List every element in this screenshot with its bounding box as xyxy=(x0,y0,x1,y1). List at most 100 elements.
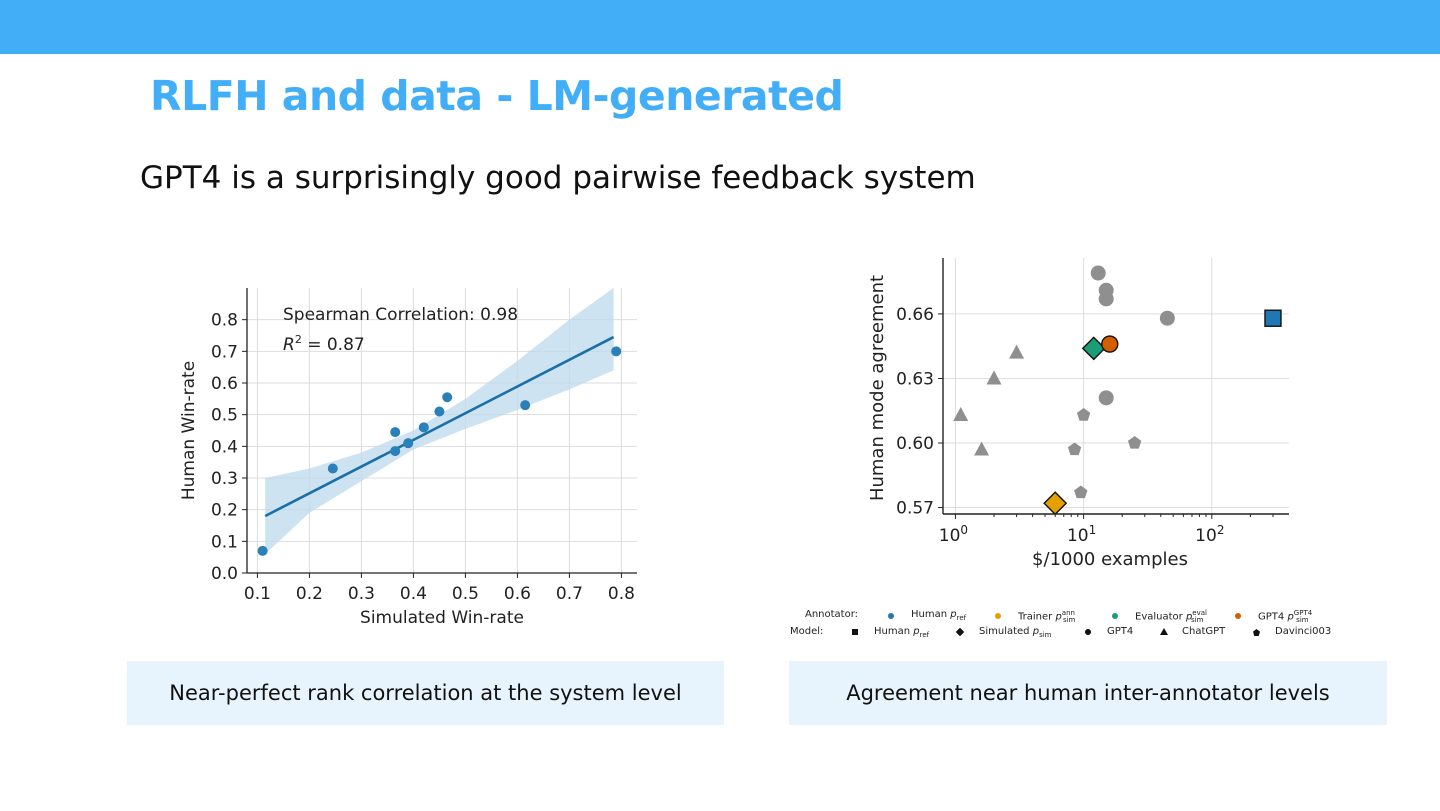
legend-model-item: ChatGPT xyxy=(1182,626,1225,637)
data-point-davinci003 xyxy=(1076,408,1091,421)
y-tick-label: 0.63 xyxy=(896,369,934,389)
data-point-gpt4 xyxy=(1098,390,1114,406)
legend-annotator-item: Trainer pannsim xyxy=(1018,609,1075,624)
x-tick-label: 0.7 xyxy=(556,584,583,604)
data-point-gpt4 xyxy=(1098,291,1114,307)
legend-subscript: ref xyxy=(956,614,967,622)
legend-annotator-item: GPT4 pGPT4sim xyxy=(1258,609,1312,625)
y-tick-label: 0.8 xyxy=(211,311,238,331)
legend-subscript: sim xyxy=(1190,616,1204,625)
legend-model-marker-triangle xyxy=(1160,628,1168,635)
regression-line xyxy=(264,335,615,518)
legend-annotator-title: Annotator: xyxy=(805,609,859,620)
x-tick-label: 0.1 xyxy=(244,584,271,604)
data-point xyxy=(327,463,338,474)
legend-model-marker-circle xyxy=(1085,629,1091,635)
spearman-annotation: Spearman Correlation: 0.98 xyxy=(283,305,518,325)
legend-annotator-dot xyxy=(995,613,1001,619)
x-tick-label: 0.2 xyxy=(296,584,323,604)
legend-p-symbol: p xyxy=(950,609,957,620)
r-exponent: 2 xyxy=(295,333,302,346)
data-point-chatgpt xyxy=(974,441,990,456)
chart-legend: Annotator: Human pref Trainer pannsim Evalu… xyxy=(790,607,1350,641)
y-tick-label: 0.6 xyxy=(211,374,238,394)
x-tick-label: 101 xyxy=(1067,523,1096,546)
data-point-human xyxy=(1264,309,1282,327)
data-point xyxy=(434,406,445,417)
x-tick-base: 10 xyxy=(1195,526,1217,546)
x-tick-label: 0.8 xyxy=(608,584,635,604)
legend-superscript: ann xyxy=(1061,609,1075,617)
legend-subscript: sim xyxy=(1296,616,1309,625)
legend-annotator-item: Evaluator pevalsim xyxy=(1135,609,1207,625)
winrate-scatter-chart: 0.1 0.2 0.3 0.4 0.5 0.6 0.7 0.8 0.0 0.1 0.2 0.3 0.4 0… xyxy=(179,288,637,628)
x-tick-label: 0.5 xyxy=(452,584,479,604)
legend-model-marker-pentagon xyxy=(1253,629,1260,636)
x-tick-base: 10 xyxy=(1067,526,1089,546)
data-point xyxy=(418,422,429,433)
y-tick-label: 0.57 xyxy=(896,499,934,519)
x-tick-label: 0.3 xyxy=(348,584,375,604)
caption-left-text: Near-perfect rank correlation at the sys… xyxy=(169,681,682,705)
y-tick-label: 0.0 xyxy=(211,564,238,584)
legend-subscript: ref xyxy=(919,631,930,639)
y-tick-label: 0.5 xyxy=(211,406,238,426)
legend-p-symbol: p xyxy=(1055,611,1062,623)
legend-subscript: sim xyxy=(1062,616,1076,625)
x-tick-label: 0.4 xyxy=(400,584,427,604)
y-axis-title: Human Win-rate xyxy=(179,361,199,500)
data-point-chatgpt xyxy=(1009,344,1025,359)
legend-subscript: sim xyxy=(1039,631,1052,639)
legend-label: Evaluator xyxy=(1135,611,1186,623)
legend-model-item: Human pref xyxy=(874,626,929,639)
x-tick-exponent: 0 xyxy=(960,523,968,537)
legend-label: Davinci003 xyxy=(1275,626,1332,637)
x-axis-title: $/1000 examples xyxy=(1032,549,1188,570)
y-tick-label: 0.7 xyxy=(211,342,238,362)
data-point xyxy=(403,438,414,449)
data-point xyxy=(390,427,401,438)
data-point-davinci003 xyxy=(1074,485,1088,499)
caption-right: Agreement near human inter-annotator lev… xyxy=(789,661,1387,725)
slide-title: RLFH and data - LM-generated xyxy=(150,72,844,120)
y-tick-label: 0.1 xyxy=(211,532,238,552)
y-axis-title: Human mode agreement xyxy=(867,275,888,501)
legend-p-symbol: p xyxy=(1185,611,1193,623)
legend-annotator-item: Human pref xyxy=(911,609,966,622)
data-point-davinci003 xyxy=(1127,436,1142,449)
legend-annotator-dot xyxy=(1235,613,1241,619)
legend-model-title: Model: xyxy=(790,626,824,637)
legend-superscript: eval xyxy=(1192,609,1207,617)
legend-label: Simulated xyxy=(979,626,1033,637)
x-tick-label: 102 xyxy=(1195,523,1224,546)
legend-label: Trainer xyxy=(1018,611,1056,623)
legend-p-symbol: p xyxy=(913,626,920,637)
caption-right-text: Agreement near human inter-annotator lev… xyxy=(846,681,1330,705)
r-squared-annotation: R2 = 0.87 xyxy=(283,333,365,355)
legend-model-item: GPT4 xyxy=(1107,626,1133,637)
legend-annotator-dot xyxy=(888,613,894,619)
r-symbol: R xyxy=(283,335,295,355)
y-tick-label: 0.2 xyxy=(211,501,238,521)
data-point-gpt4 xyxy=(1159,310,1175,326)
data-point xyxy=(257,545,268,556)
legend-p-symbol: p xyxy=(1032,626,1040,637)
legend-model-marker-square xyxy=(852,629,858,635)
data-point xyxy=(442,392,453,403)
x-tick-label: 100 xyxy=(939,523,968,546)
legend-label: Human xyxy=(911,609,951,620)
y-tick-label: 0.66 xyxy=(896,305,934,325)
x-tick-base: 10 xyxy=(939,526,961,546)
data-point xyxy=(520,400,531,411)
data-point xyxy=(390,446,401,457)
y-tick-label: 0.4 xyxy=(211,437,238,457)
legend-label: Human xyxy=(874,626,914,637)
data-point xyxy=(611,346,622,357)
data-point-simulated xyxy=(1081,336,1106,361)
data-point-gpt4 xyxy=(1090,265,1106,281)
data-point-chatgpt xyxy=(953,407,969,422)
legend-model-item: Simulated psim xyxy=(979,626,1052,639)
slide-subtitle: GPT4 is a surprisingly good pairwise fee… xyxy=(140,160,976,196)
x-tick-label: 0.6 xyxy=(504,584,531,604)
